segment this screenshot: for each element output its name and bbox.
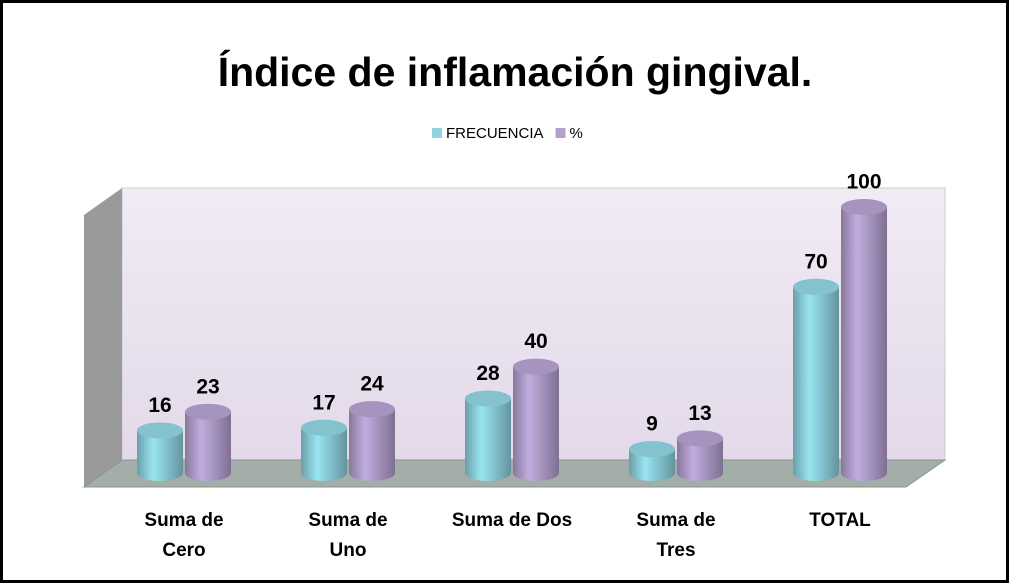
bar bbox=[465, 390, 511, 481]
cylinder-body bbox=[793, 286, 839, 481]
cylinder-top bbox=[677, 430, 723, 447]
data-label: 70 bbox=[804, 250, 827, 273]
data-label: 13 bbox=[688, 402, 711, 425]
cylinder-body bbox=[677, 438, 723, 481]
legend: FRECUENCIA% bbox=[432, 125, 583, 142]
bar bbox=[185, 403, 231, 481]
bar bbox=[137, 422, 183, 481]
bar bbox=[513, 358, 559, 481]
cylinder-top bbox=[793, 278, 839, 295]
cylinder-top bbox=[629, 441, 675, 458]
bar bbox=[793, 278, 839, 481]
cylinder-top bbox=[513, 358, 559, 375]
side-wall bbox=[84, 188, 122, 487]
bar bbox=[301, 419, 347, 481]
bar bbox=[677, 430, 723, 481]
cylinder-body bbox=[349, 409, 395, 481]
bar bbox=[841, 199, 887, 481]
data-label: 16 bbox=[148, 394, 171, 417]
data-label: 23 bbox=[196, 375, 219, 398]
legend-swatch bbox=[432, 128, 442, 138]
x-tick-label: Suma de Dos bbox=[451, 510, 573, 531]
x-tick-label: Suma de Uno bbox=[308, 510, 388, 561]
cylinder-top bbox=[349, 401, 395, 418]
cylinder-body bbox=[465, 398, 511, 481]
data-label: 24 bbox=[360, 373, 384, 396]
bar bbox=[629, 441, 675, 481]
legend-label: FRECUENCIA bbox=[446, 125, 544, 142]
cylinder-body bbox=[513, 366, 559, 481]
cylinder-body bbox=[185, 411, 231, 481]
x-tick-label: Suma de Cero bbox=[144, 510, 224, 561]
data-label: 100 bbox=[846, 171, 881, 194]
cylinder-top bbox=[465, 390, 511, 407]
cylinder-top bbox=[137, 422, 183, 439]
x-tick-label: TOTAL bbox=[809, 510, 871, 531]
data-label: 17 bbox=[312, 391, 335, 414]
cylinder-top bbox=[841, 199, 887, 215]
cylinder-body bbox=[841, 207, 887, 481]
legend-swatch bbox=[555, 128, 566, 138]
legend-label: % bbox=[570, 125, 583, 142]
cylinder-top bbox=[301, 419, 347, 436]
cylinder-top bbox=[185, 403, 231, 420]
chart-title: Índice de inflamación gingival. bbox=[218, 49, 813, 95]
bar bbox=[349, 401, 395, 481]
data-label: 28 bbox=[476, 362, 500, 385]
cylinder-body bbox=[301, 427, 347, 481]
data-label: 9 bbox=[646, 413, 658, 436]
data-label: 40 bbox=[524, 330, 547, 353]
cylinder-body bbox=[629, 449, 675, 481]
x-tick-label: Suma de Tres bbox=[636, 510, 716, 561]
cylinder-body bbox=[137, 430, 183, 481]
